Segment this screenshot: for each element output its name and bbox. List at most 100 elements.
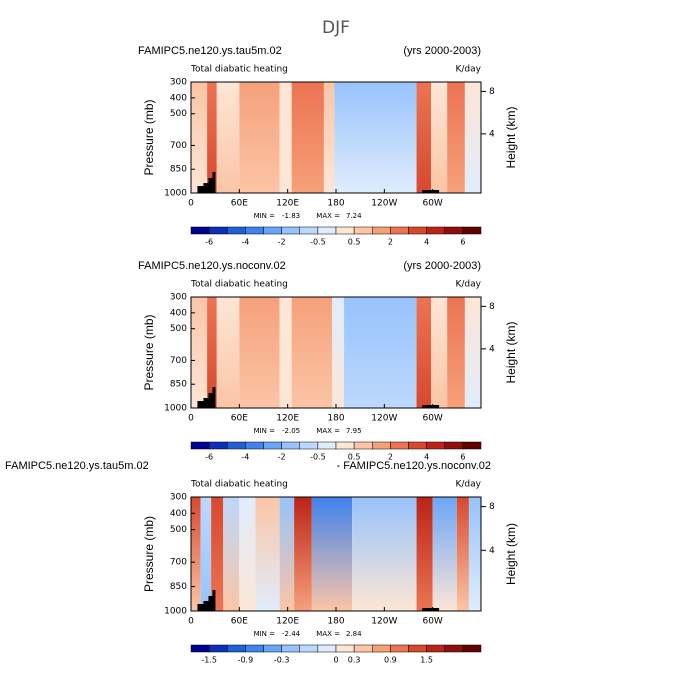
colorbar-box [335, 441, 355, 450]
field-band [352, 497, 417, 611]
field-band [311, 497, 353, 611]
colorbar-box [208, 226, 228, 235]
field-band [191, 497, 201, 611]
y-tick-label: 850 [170, 380, 187, 390]
y-tick-label: 1000 [164, 404, 187, 414]
y2-axis-label: Height (km) [504, 106, 518, 168]
field-band [334, 82, 417, 193]
colorbar-box [444, 644, 464, 653]
colorbar-box [317, 644, 337, 653]
colorbar-box [208, 644, 228, 653]
field-band [207, 82, 217, 193]
y2-tick-label: 8 [489, 87, 495, 97]
right-title: (yrs 2000-2003) [403, 260, 481, 272]
y-tick-label: 850 [170, 165, 187, 175]
y-tick-label: 300 [170, 293, 187, 303]
field-band [279, 82, 292, 193]
max-value: 2.84 [346, 630, 362, 638]
x-tick-label: 120W [371, 414, 397, 424]
y-axis-label: Pressure (mb) [142, 516, 156, 592]
y2-axis-label: Height (km) [504, 523, 518, 585]
subtitle: Total diabatic heating [190, 65, 288, 75]
colorbar-box [299, 441, 319, 450]
max-value: 7.95 [346, 427, 362, 435]
min-value: -2.05 [282, 427, 300, 435]
colorbar-box [227, 226, 246, 235]
colorbar-label: -2 [278, 238, 286, 247]
colorbar-box [390, 644, 409, 653]
colorbar-box [462, 441, 482, 450]
colorbar-box [444, 226, 464, 235]
colorbar-box [426, 226, 445, 235]
left-title: FAMIPC5.ne120.ys.tau5m.02 [138, 45, 282, 57]
max-label: MAX = [316, 427, 340, 435]
field-band [200, 497, 212, 611]
min-label: MIN = [254, 427, 276, 435]
colorbar-box [263, 644, 282, 653]
colorbar-label: 0 [333, 656, 338, 665]
x-tick-label: 60E [231, 617, 248, 627]
y-tick-label: 1000 [164, 189, 187, 199]
colorbar-box [245, 441, 264, 450]
units: K/day [456, 280, 482, 290]
colorbar-box [335, 644, 355, 653]
colorbar-label: -6 [205, 453, 213, 462]
right-title: - FAMIPC5.ne120.ys.noconv.02 [337, 460, 492, 472]
colorbar-box [353, 441, 373, 450]
colorbar-label: -0.3 [274, 656, 290, 665]
colorbar-box [372, 644, 391, 653]
y2-tick-label: 4 [489, 129, 495, 139]
y-tick-label: 1000 [164, 607, 187, 617]
y-tick-label: 700 [170, 141, 187, 151]
colorbar-label: 2 [388, 238, 393, 247]
colorbar-box [245, 644, 264, 653]
colorbar-label: -0.5 [310, 453, 326, 462]
colorbar-box [190, 644, 210, 653]
subtitle: Total diabatic heating [190, 280, 288, 290]
x-tick-label: 60W [422, 199, 442, 209]
colorbar-box [208, 441, 228, 450]
field-band [432, 497, 457, 611]
y2-tick-label: 8 [489, 302, 495, 312]
colorbar-box [281, 441, 300, 450]
x-tick-label: 180 [327, 617, 344, 627]
x-tick-label: 60E [231, 414, 248, 424]
x-tick-label: 120W [371, 617, 397, 627]
field-band [207, 297, 217, 408]
y-tick-label: 700 [170, 558, 187, 568]
y2-tick-label: 4 [489, 546, 495, 556]
y-tick-label: 700 [170, 356, 187, 366]
field-band [191, 82, 208, 193]
y-tick-label: 400 [170, 308, 187, 318]
max-label: MAX = [316, 630, 340, 638]
colorbar-label: -4 [241, 238, 249, 247]
colorbar-box [335, 226, 355, 235]
field-band [191, 297, 208, 408]
colorbar-box [408, 226, 427, 235]
colorbar-label: -2 [278, 453, 286, 462]
colorbar-box [190, 441, 210, 450]
colorbar-box [317, 226, 337, 235]
field-band [447, 82, 465, 193]
colorbar-box [263, 226, 282, 235]
colorbar-box [462, 644, 482, 653]
x-tick-label: 60W [422, 414, 442, 424]
field-band [239, 297, 280, 408]
colorbar-label: 1.5 [420, 656, 433, 665]
colorbar-label: 4 [424, 453, 429, 462]
colorbar-box [444, 441, 464, 450]
colorbar-label: 6 [460, 238, 465, 247]
x-tick-label: 120E [276, 414, 299, 424]
field-band [468, 497, 481, 611]
field-band [279, 297, 292, 408]
field-band [239, 497, 256, 611]
max-label: MAX = [316, 212, 340, 220]
y-tick-label: 500 [170, 324, 187, 334]
field-band [239, 82, 280, 193]
colorbar-box [299, 226, 319, 235]
min-label: MIN = [254, 212, 276, 220]
field-band [279, 497, 295, 611]
y-tick-label: 850 [170, 582, 187, 592]
colorbar-box [227, 441, 246, 450]
